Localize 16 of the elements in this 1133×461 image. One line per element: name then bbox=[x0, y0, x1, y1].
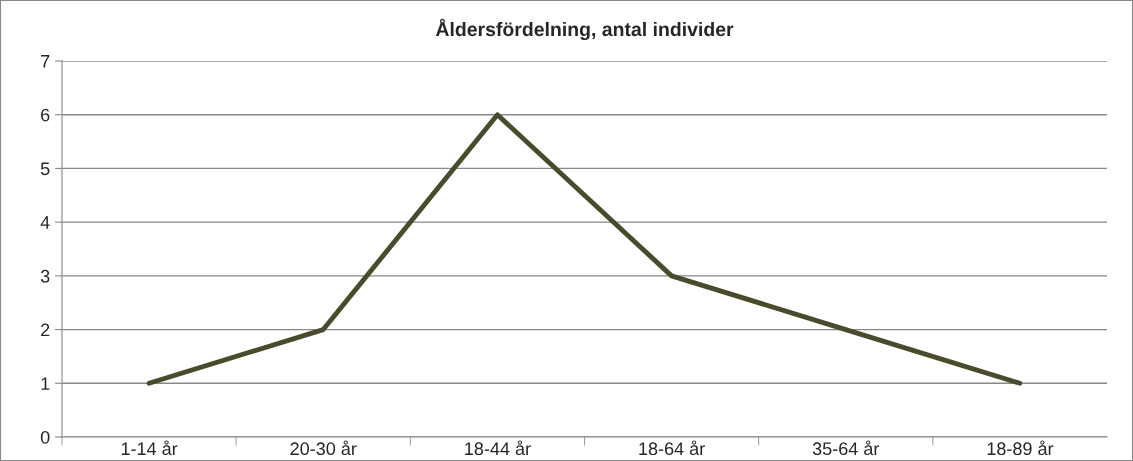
y-tick-label: 5 bbox=[40, 162, 50, 176]
x-tick-label: 18-64 år bbox=[639, 440, 705, 456]
y-tick-label: 6 bbox=[41, 108, 50, 122]
chart-title: Åldersfördelning, antal individer bbox=[435, 18, 734, 41]
y-tick-label: 4 bbox=[40, 216, 50, 229]
x-tick-label: 35-64 år bbox=[812, 440, 880, 456]
y-tick-label: 0 bbox=[40, 430, 50, 444]
x-tick-label: 1-14 år bbox=[121, 440, 178, 456]
x-tick-label: 18-89 år bbox=[987, 440, 1054, 456]
line-series bbox=[146, 112, 1023, 386]
y-tick-label: 3 bbox=[40, 269, 50, 283]
y-tick-label: 2 bbox=[41, 323, 50, 337]
x-tick-label: 20-30 år bbox=[290, 440, 357, 456]
x-tick-label: 18-44 år bbox=[465, 440, 531, 456]
y-tick-label: 1 bbox=[41, 377, 50, 390]
y-tick-label: 7 bbox=[41, 55, 50, 68]
